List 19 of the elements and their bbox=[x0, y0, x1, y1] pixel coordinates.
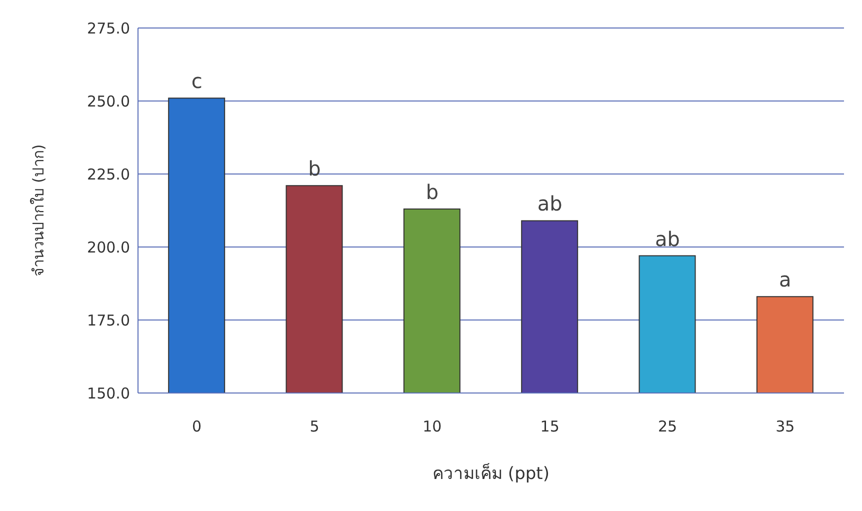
annotation: a bbox=[779, 268, 792, 292]
y-tick-label: 150.0 bbox=[87, 384, 130, 402]
x-tick-label: 25 bbox=[658, 418, 678, 436]
x-tick-label: 15 bbox=[540, 418, 560, 436]
y-tick-label: 175.0 bbox=[87, 311, 130, 330]
y-tick-label: 275.0 bbox=[87, 19, 130, 38]
y-tick-label: 200.0 bbox=[87, 238, 130, 256]
y-tick-label: 250.0 bbox=[87, 92, 130, 110]
annotation: ab bbox=[537, 192, 562, 216]
annotation: b bbox=[426, 180, 439, 204]
x-tick-label: 0 bbox=[192, 418, 202, 436]
x-tick-label: 35 bbox=[776, 418, 795, 436]
y-axis-title: จำนวนปากใบ (ปาก) bbox=[29, 144, 48, 277]
annotation: ab bbox=[655, 226, 680, 251]
x-axis-title: ความเค็ม (ppt) bbox=[432, 462, 550, 484]
x-tick-label: 10 bbox=[422, 418, 442, 436]
y-tick-label: 225.0 bbox=[87, 165, 130, 184]
x-tick-label: 5 bbox=[310, 418, 320, 436]
annotation: c bbox=[191, 69, 202, 94]
